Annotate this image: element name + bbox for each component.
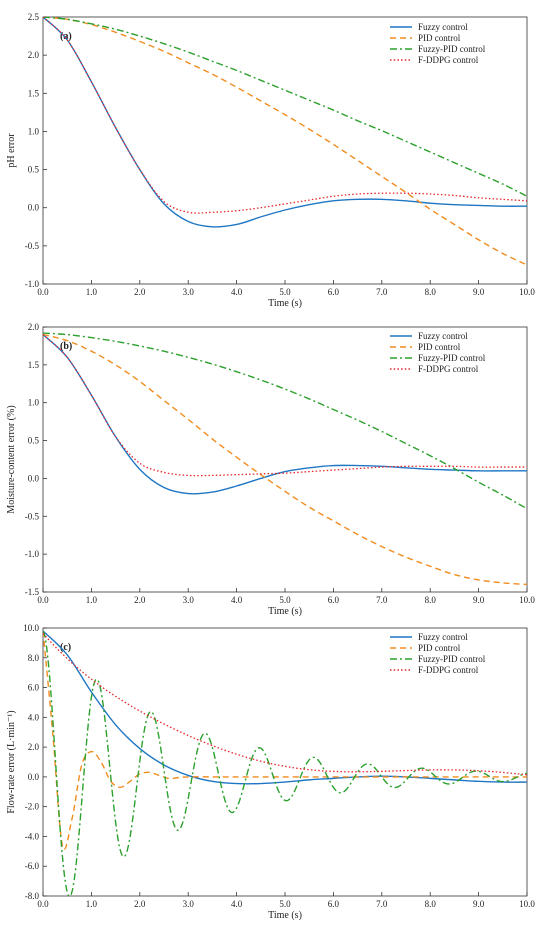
x-tick-label: 1.0 — [86, 595, 98, 605]
series-line-pid-control — [43, 630, 527, 850]
panel-tag: (b) — [60, 341, 72, 352]
y-tick-label: 10.0 — [23, 623, 39, 633]
legend-entry: Fuzzy control — [418, 22, 468, 32]
x-tick-label: 8.0 — [425, 287, 437, 297]
x-axis-label: Time (s) — [268, 606, 302, 617]
x-tick-label: 7.0 — [376, 287, 388, 297]
x-tick-label: 3.0 — [183, 287, 195, 297]
series-line-fuzzy-control — [43, 334, 527, 495]
x-tick-label: 3.0 — [183, 899, 195, 909]
y-tick-label: 1.5 — [28, 88, 40, 98]
y-tick-label: 0.0 — [28, 772, 40, 782]
legend-entry: PID control — [418, 643, 461, 653]
series-line-pid-control — [43, 17, 527, 266]
x-tick-label: 9.0 — [473, 287, 485, 297]
y-tick-label: 1.5 — [28, 360, 40, 370]
legend-entry: PID control — [418, 33, 461, 43]
x-tick-label: 9.0 — [473, 899, 485, 909]
y-tick-label: 0.0 — [28, 203, 40, 213]
y-tick-label: 2.5 — [28, 12, 40, 22]
series-line-fuzzy-pid-control — [43, 332, 527, 510]
chart-panel-3: 0.0 1.0 2.0 3.0 4.0 5.0 6.0 7.0 8.0 9.0 10.0 -8.0 -6… — [6, 623, 535, 921]
legend-entry: Fuzzy-PID control — [418, 654, 486, 664]
legend-entry: Fuzzy control — [418, 331, 468, 341]
x-tick-label: 5.0 — [279, 287, 291, 297]
legend-entry: Fuzzy-PID control — [418, 44, 486, 54]
x-tick-label: 8.0 — [425, 595, 437, 605]
x-tick-label: 10.0 — [519, 287, 535, 297]
x-tick-label: 5.0 — [279, 899, 291, 909]
y-tick-label: 2.0 — [28, 50, 40, 60]
y-tick-label: -0.5 — [25, 511, 40, 521]
series-line-fuzzy-pid-control — [43, 630, 527, 896]
x-tick-label: 8.0 — [425, 899, 437, 909]
y-tick-label: -4.0 — [25, 831, 40, 841]
x-axis-label: Time (s) — [268, 298, 302, 309]
x-tick-label: 0.0 — [37, 287, 49, 297]
legend-entry: F-DDPG control — [418, 364, 479, 374]
y-tick-label: -1.0 — [25, 549, 40, 559]
y-tick-label: -1.0 — [25, 279, 40, 289]
x-tick-label: 2.0 — [134, 899, 146, 909]
y-tick-label: -8.0 — [25, 891, 40, 901]
legend-entry: Fuzzy-PID control — [418, 353, 486, 363]
x-tick-label: 10.0 — [519, 595, 535, 605]
x-tick-label: 5.0 — [279, 595, 291, 605]
y-tick-label: 8.0 — [28, 653, 40, 663]
x-tick-label: 1.0 — [86, 899, 98, 909]
x-tick-label: 1.0 — [86, 287, 98, 297]
x-tick-label: 4.0 — [231, 899, 243, 909]
x-tick-label: 9.0 — [473, 595, 485, 605]
y-tick-label: 6.0 — [28, 683, 40, 693]
y-tick-label: -6.0 — [25, 861, 40, 871]
y-axis-label: pH error — [6, 133, 17, 168]
panel-tag: (c) — [60, 642, 71, 653]
x-tick-label: 4.0 — [231, 595, 243, 605]
x-tick-label: 0.0 — [37, 899, 49, 909]
y-tick-label: 0.0 — [28, 473, 40, 483]
legend-entry: F-DDPG control — [418, 665, 479, 675]
x-tick-label: 6.0 — [328, 595, 340, 605]
x-tick-label: 3.0 — [183, 595, 195, 605]
x-tick-label: 0.0 — [37, 595, 49, 605]
y-tick-label: 0.5 — [28, 165, 40, 175]
chart-panel-1: 0.0 1.0 2.0 3.0 4.0 5.0 6.0 7.0 8.0 9.0 10.0 -1.0 -0… — [6, 12, 535, 309]
x-tick-label: 10.0 — [519, 899, 535, 909]
legend-entry: PID control — [418, 342, 461, 352]
x-tick-label: 6.0 — [328, 287, 340, 297]
y-tick-label: 0.5 — [28, 436, 40, 446]
y-tick-label: 2.0 — [28, 742, 40, 752]
series-line-fuzzy-control — [43, 630, 527, 785]
x-axis-label: Time (s) — [268, 910, 302, 921]
x-tick-label: 2.0 — [134, 287, 146, 297]
y-tick-label: 2.0 — [28, 322, 40, 332]
y-tick-label: -0.5 — [25, 241, 40, 251]
y-tick-label: 4.0 — [28, 712, 40, 722]
series-line-f-ddpg-control — [43, 17, 527, 214]
y-tick-label: -1.5 — [25, 587, 40, 597]
x-tick-label: 4.0 — [231, 287, 243, 297]
y-tick-label: 1.0 — [28, 398, 40, 408]
y-tick-label: 1.0 — [28, 126, 40, 136]
legend-entry: F-DDPG control — [418, 55, 479, 65]
series-line-fuzzy-pid-control — [43, 17, 527, 197]
x-tick-label: 7.0 — [376, 595, 388, 605]
x-tick-label: 6.0 — [328, 899, 340, 909]
panel-tag: (a) — [60, 31, 72, 42]
legend-entry: Fuzzy control — [418, 632, 468, 642]
y-axis-label: Flow-rate error (L·min⁻¹) — [6, 710, 17, 813]
y-tick-label: -2.0 — [25, 802, 40, 812]
series-line-f-ddpg-control — [43, 334, 527, 477]
chart-panel-2: 0.0 1.0 2.0 3.0 4.0 5.0 6.0 7.0 8.0 9.0 10.0 -1.5 -1… — [6, 322, 535, 617]
x-tick-label: 2.0 — [134, 595, 146, 605]
x-tick-label: 7.0 — [376, 899, 388, 909]
y-axis-label: Moisture-content error (%) — [6, 405, 17, 513]
series-line-pid-control — [43, 333, 527, 586]
